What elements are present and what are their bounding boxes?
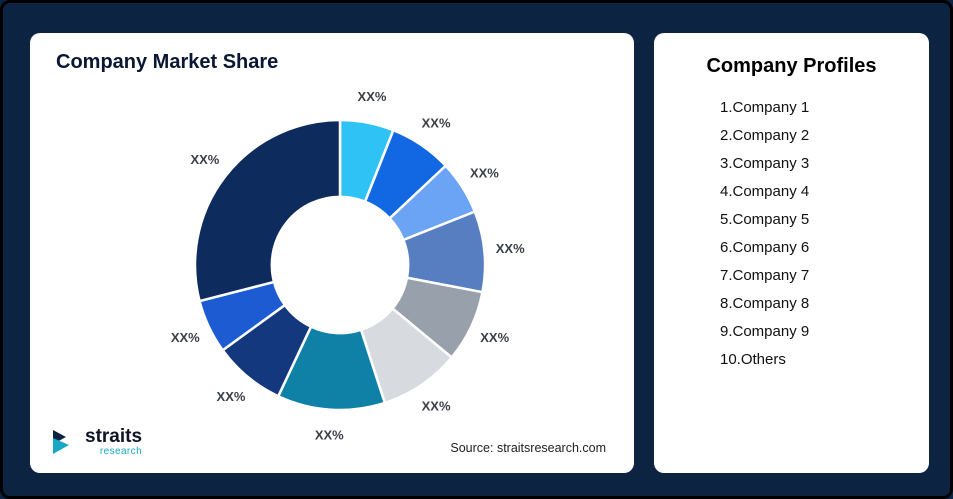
market-share-card: Company Market Share XX% XX% XX% XX% XX% XX% X… [30, 33, 634, 473]
slice-label: XX% [496, 241, 525, 256]
company-profiles-card: Company Profiles 1.Company 1 2.Company 2 3… [654, 33, 929, 473]
donut-chart: XX% XX% XX% XX% XX% XX% XX% XX% XX% XX% [30, 73, 634, 453]
list-item: 10.Others [720, 351, 786, 368]
straits-logo: straits research [52, 427, 142, 457]
list-item: 9.Company 9 [720, 323, 810, 340]
list-item: 3.Company 3 [720, 155, 810, 172]
list-item: 6.Company 6 [720, 239, 810, 256]
list-item: 4.Company 4 [720, 183, 810, 200]
slice-label: XX% [171, 330, 200, 345]
company-list: 1.Company 1 2.Company 2 3.Company 3 4.Compa… [654, 94, 929, 374]
slice-label: XX% [315, 428, 344, 443]
list-item: 1.Company 1 [720, 99, 810, 116]
list-item: 7.Company 7 [720, 267, 810, 284]
straits-logo-text: straits research [85, 427, 142, 457]
source-attribution: Source: straitsresearch.com [450, 441, 606, 455]
straits-logo-icon [53, 430, 69, 454]
slice-label: XX% [422, 116, 451, 131]
chart-title: Company Market Share [56, 51, 279, 73]
logo-text-sub: research [99, 446, 143, 457]
slice-label: XX% [422, 398, 451, 413]
list-item: 8.Company 8 [720, 295, 810, 312]
slice-label: XX% [470, 165, 499, 180]
list-item: 2.Company 2 [720, 127, 810, 144]
profiles-title: Company Profiles [706, 55, 877, 77]
donut-chart-svg: XX% XX% XX% XX% XX% XX% XX% XX% XX% XX% [171, 89, 525, 443]
slice-label: XX% [480, 330, 509, 345]
list-item: 5.Company 5 [720, 211, 810, 228]
slice-label: XX% [358, 89, 387, 104]
donut-slice-others [193, 118, 342, 303]
slice-label: XX% [190, 152, 219, 167]
slice-label: XX% [217, 389, 246, 404]
logo-text-main: straits [85, 426, 143, 447]
